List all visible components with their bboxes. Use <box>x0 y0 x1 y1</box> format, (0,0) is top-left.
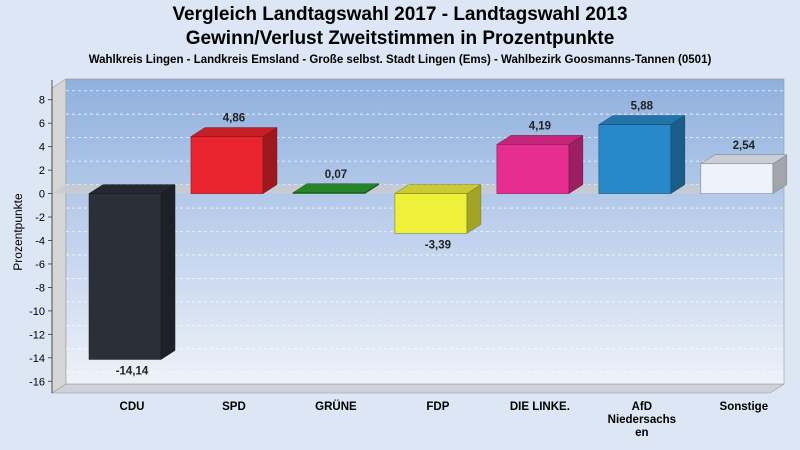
bar-front <box>700 163 774 194</box>
y-tick-label: -12 <box>29 329 45 341</box>
data-label: 5,88 <box>631 101 654 113</box>
y-tick-label: 0 <box>39 189 45 201</box>
bar-side <box>568 134 584 195</box>
chart-title: Vergleich Landtagswahl 2017 - Landtagswa… <box>172 4 628 25</box>
bar-front <box>88 193 162 360</box>
data-label: 4,86 <box>223 113 245 125</box>
bar-5 <box>598 115 686 195</box>
bar-side <box>160 184 176 360</box>
bar-top <box>292 183 380 194</box>
bar-top <box>190 127 278 137</box>
x-tick-label: DIE LINKE. <box>510 401 570 413</box>
y-tick-label: -2 <box>35 212 45 224</box>
data-label: -14,14 <box>116 365 149 377</box>
bar-1 <box>190 127 278 195</box>
x-tick-label: SPD <box>222 401 246 413</box>
bar-front <box>394 193 468 234</box>
bar-front <box>598 124 672 194</box>
bar-2 <box>292 183 380 195</box>
bar-top <box>496 135 584 145</box>
plot-floor <box>50 383 786 394</box>
chart-subtitle: Gewinn/Verlust Zweitstimmen in Prozentpu… <box>185 28 615 49</box>
bar-front <box>496 144 570 194</box>
bar-3 <box>394 184 482 234</box>
data-label: 4,19 <box>529 120 551 132</box>
x-tick-label: AfD <box>632 401 652 413</box>
y-tick-label: -8 <box>35 282 45 294</box>
bar-top <box>699 154 788 165</box>
bar-front <box>292 192 366 194</box>
bar-top <box>394 184 482 194</box>
plot-side-wall <box>51 78 67 394</box>
data-label: 2,54 <box>733 140 756 152</box>
x-tick-label: Niedersachs <box>608 414 676 426</box>
chart-caption: Wahlkreis Lingen - Landkreis Emsland - G… <box>88 54 712 66</box>
bar-top <box>88 184 176 194</box>
x-tick-label: Sonstige <box>720 401 769 413</box>
y-tick-label: 2 <box>39 165 45 177</box>
y-tick-label: -6 <box>35 259 45 271</box>
y-tick-label: -4 <box>35 236 45 248</box>
bar-0 <box>88 184 176 360</box>
data-label: 0,07 <box>325 169 347 181</box>
y-tick-label: -16 <box>29 376 45 388</box>
y-tick-label: 8 <box>39 95 45 107</box>
y-tick-label: 4 <box>39 142 45 154</box>
bar-side <box>262 127 278 195</box>
x-tick-label: en <box>635 427 648 439</box>
x-tick-label: GRÜNE <box>315 400 357 413</box>
bar-top <box>598 115 686 125</box>
x-tick-label: FDP <box>426 401 449 413</box>
y-tick-label: -10 <box>29 306 45 318</box>
bar-4 <box>496 134 584 195</box>
bar-6 <box>699 154 788 195</box>
x-tick-label: CDU <box>120 401 145 413</box>
y-tick-label: 6 <box>39 118 45 130</box>
data-label: -3,39 <box>425 239 451 251</box>
bar-front <box>190 136 264 194</box>
y-tick-label: -14 <box>29 353 45 365</box>
bar-side <box>670 115 686 195</box>
